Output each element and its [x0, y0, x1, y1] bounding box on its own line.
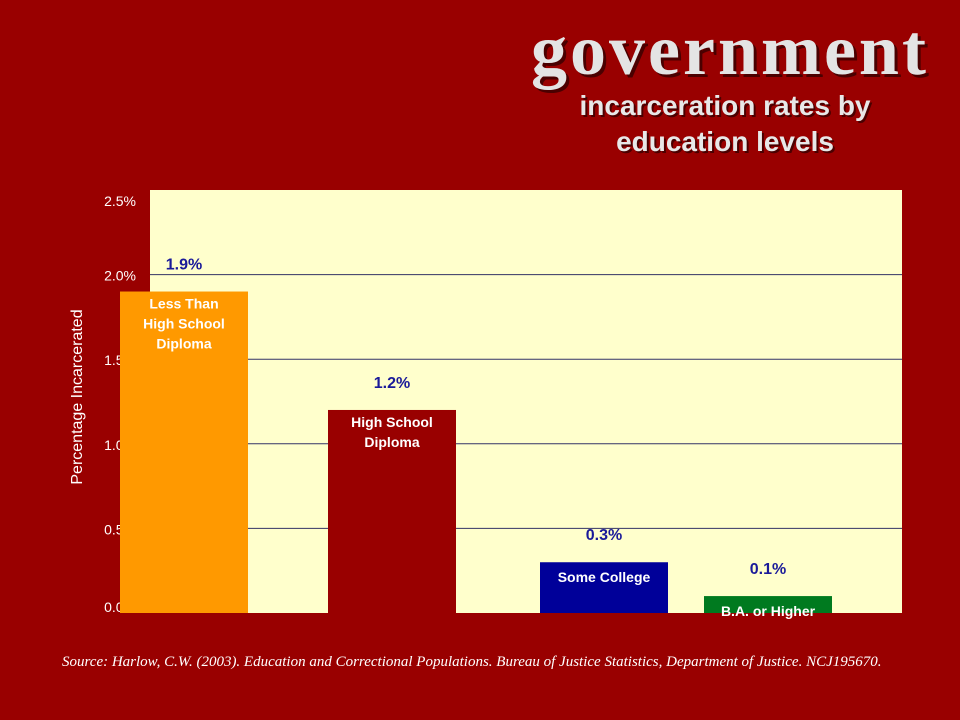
y-tick-label: 2.0% [104, 268, 136, 284]
data-label: 1.9% [166, 257, 202, 274]
bar [328, 409, 456, 613]
bar [704, 596, 832, 613]
y-tick-label: 2.5% [104, 193, 136, 209]
category-label: Less Than High School Diploma [143, 296, 225, 352]
source-citation: Source: Harlow, C.W. (2003). Education a… [62, 654, 882, 670]
slide-heading: government [531, 10, 929, 90]
y-axis-title: Percentage Incarcerated [69, 309, 86, 485]
plot-area [150, 190, 902, 613]
data-label: 0.1% [750, 561, 786, 578]
bar [120, 291, 248, 613]
category-label: B.A. or Higher [721, 603, 816, 619]
category-label: High School Diploma [351, 414, 433, 450]
data-label: 0.3% [586, 527, 622, 544]
data-label: 1.2% [374, 375, 410, 392]
chart-title: incarceration rates by education levels [579, 90, 871, 157]
bar [540, 562, 668, 613]
category-label: Some College [558, 569, 651, 585]
